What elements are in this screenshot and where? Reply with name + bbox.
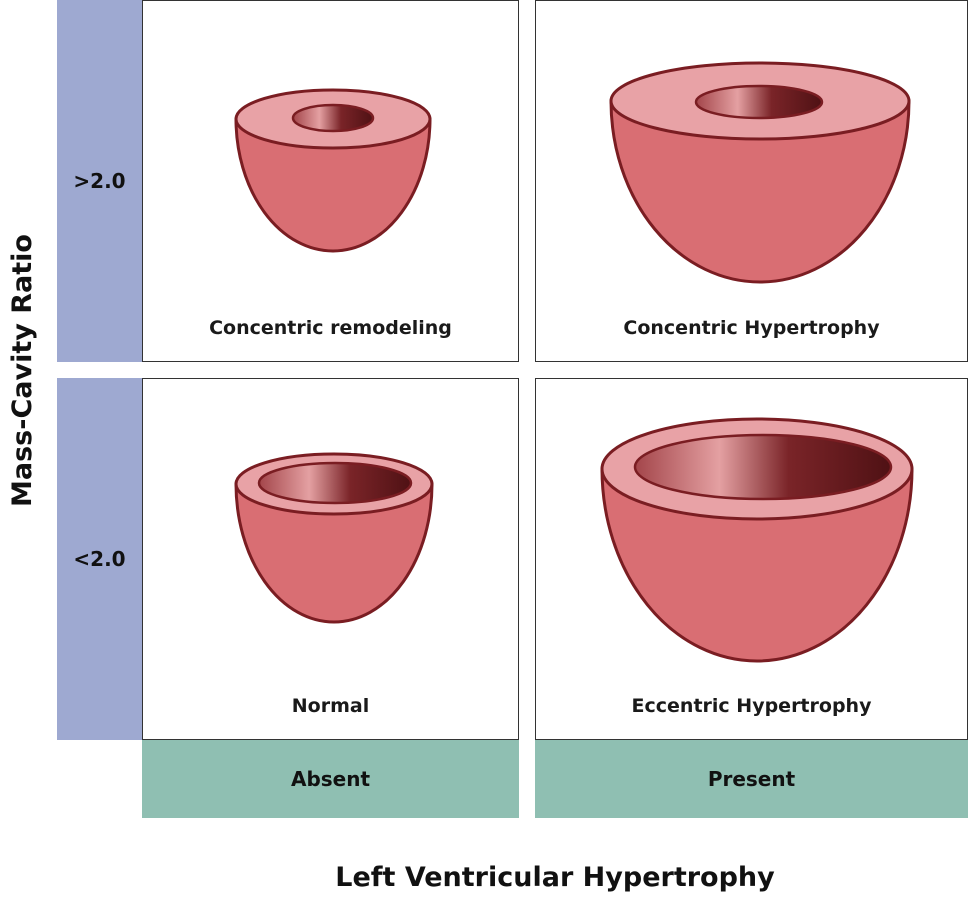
row-label-low: <2.0 xyxy=(73,547,126,571)
ventricle-cavity xyxy=(633,433,893,501)
heart-concentric-hypertrophy-illustration xyxy=(609,61,911,284)
row-header-high-ratio: >2.0 xyxy=(57,0,142,362)
cell-normal: Normal xyxy=(142,378,519,740)
column-header-absent: Absent xyxy=(142,740,519,818)
ventricle-wall xyxy=(600,467,914,663)
ventricle-cavity xyxy=(291,103,375,133)
column-label-present: Present xyxy=(707,767,796,791)
cell-caption: Normal xyxy=(291,695,370,717)
heart-concentric-remodeling-illustration xyxy=(234,88,432,253)
column-header-present: Present xyxy=(535,740,968,818)
column-label-absent: Absent xyxy=(290,767,371,791)
row-label-high: >2.0 xyxy=(73,169,126,193)
ventricle-cavity xyxy=(257,461,413,505)
cell-eccentric-hypertrophy: Eccentric Hypertrophy xyxy=(535,378,968,740)
cell-caption: Concentric Hypertrophy xyxy=(623,317,880,339)
y-axis-title: Mass-Cavity Ratio xyxy=(0,0,44,740)
heart-normal-illustration xyxy=(234,452,434,624)
cell-concentric-remodeling: Concentric remodeling xyxy=(142,0,519,362)
x-axis-title: Left Ventricular Hypertrophy xyxy=(335,862,775,893)
ventricle-wall xyxy=(234,117,432,253)
cell-caption: Concentric remodeling xyxy=(209,317,452,339)
y-axis-title-text: Mass-Cavity Ratio xyxy=(6,233,38,507)
cell-concentric-hypertrophy: Concentric Hypertrophy xyxy=(535,0,968,362)
heart-eccentric-hypertrophy-illustration xyxy=(600,417,914,663)
ventricle-cavity xyxy=(694,84,824,120)
cell-caption: Eccentric Hypertrophy xyxy=(631,695,872,717)
ventricle-wall xyxy=(234,482,434,624)
ventricle-wall xyxy=(609,99,911,284)
row-header-low-ratio: <2.0 xyxy=(57,378,142,740)
